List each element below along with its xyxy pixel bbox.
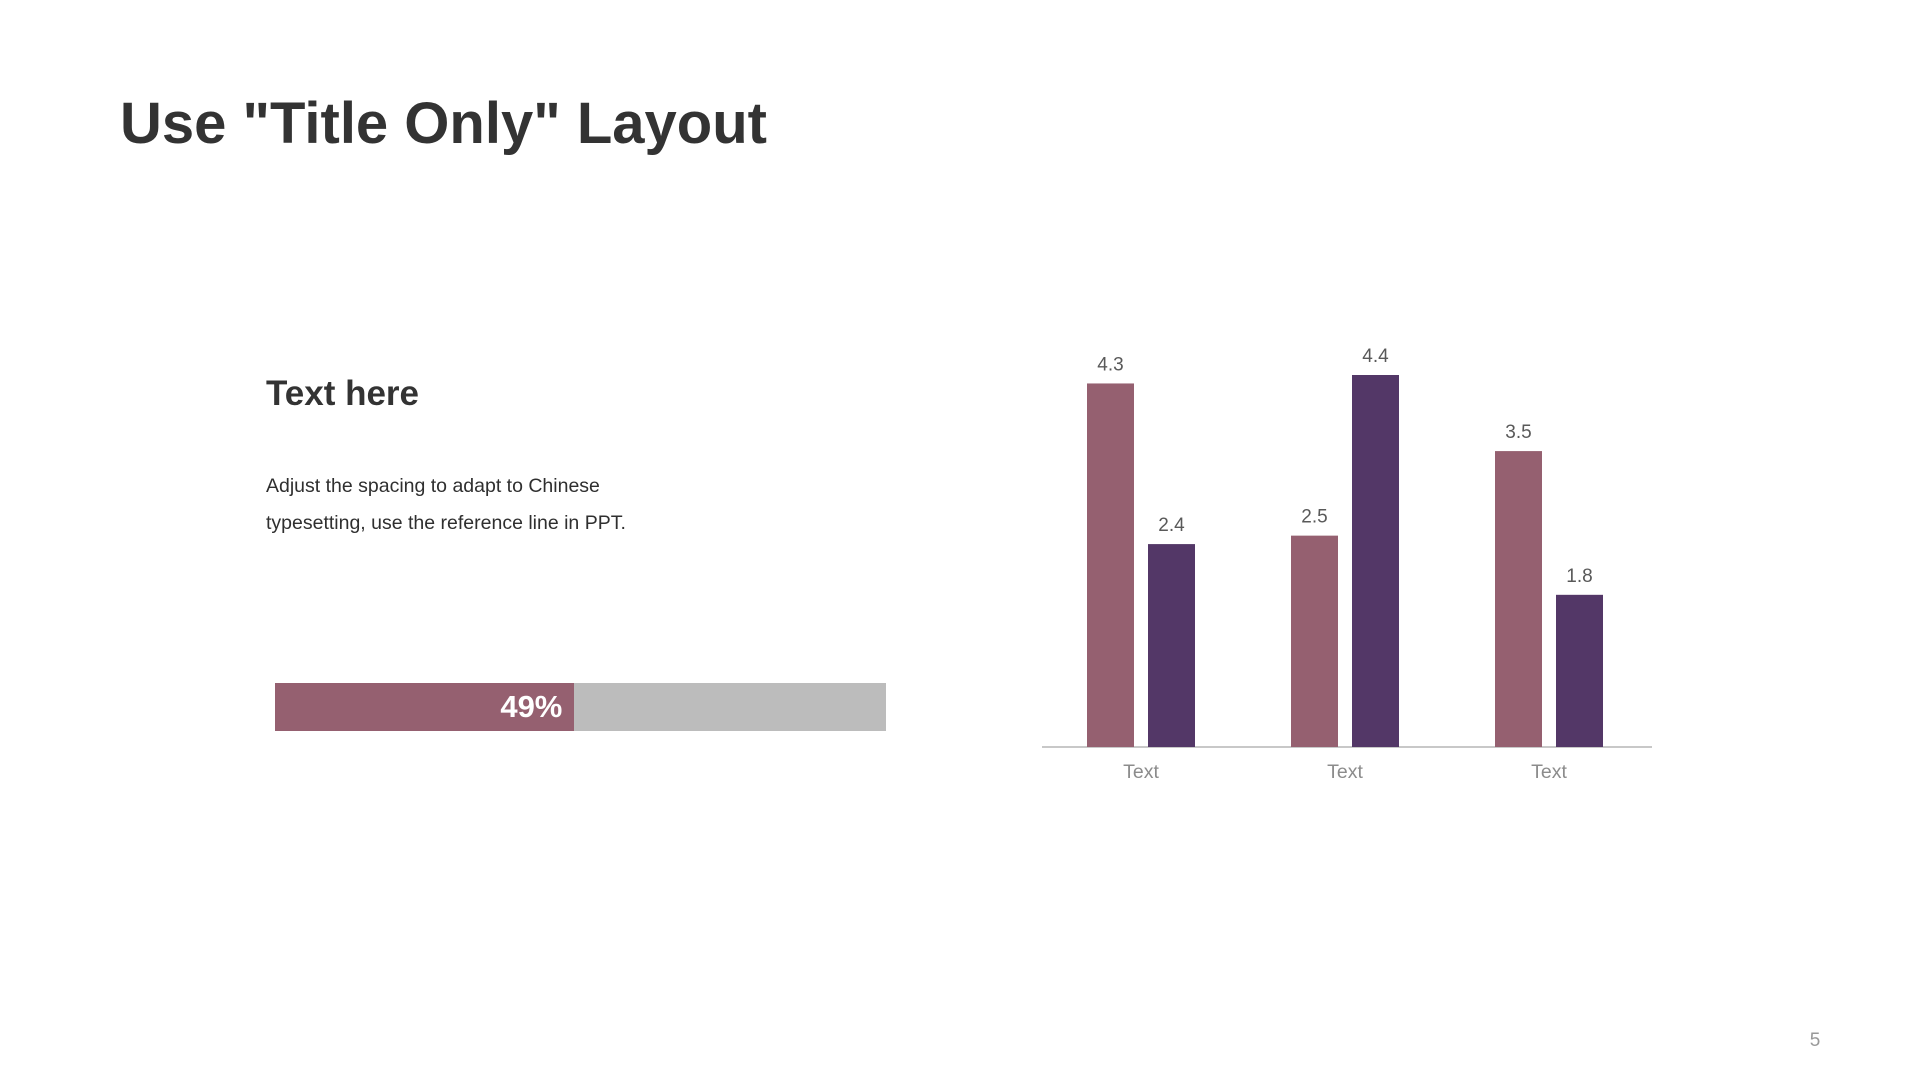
bar-series-1-cat-2 <box>1291 535 1338 747</box>
bar-series-2-cat-3 <box>1556 594 1603 747</box>
data-label: 4.4 <box>1362 346 1389 367</box>
x-tick-label: Text <box>1123 761 1159 783</box>
data-label: 1.8 <box>1566 566 1592 587</box>
data-label: 3.5 <box>1505 422 1531 443</box>
bar-series-1-cat-3 <box>1495 451 1542 747</box>
text-body: Adjust the spacing to adapt to Chinese t… <box>266 475 626 534</box>
page-number: 5 <box>1809 1030 1821 1051</box>
bar-chart: 4.3 2.4 Text 2.5 4.4 Text 3.5 1.8 Text <box>1042 346 1652 783</box>
data-label: 4.3 <box>1097 354 1123 375</box>
bar-series-1-cat-1 <box>1087 383 1134 747</box>
x-tick-label: Text <box>1531 761 1567 783</box>
text-heading: Text here <box>266 374 420 413</box>
slide-title: Use "Title Only" Layout <box>120 91 767 156</box>
bar-series-2-cat-1 <box>1148 544 1195 747</box>
progress-bar-fill: 49% <box>275 683 575 731</box>
progress-bar-track: 49% <box>275 683 886 731</box>
data-label: 2.5 <box>1301 507 1327 528</box>
progress-label: 49% <box>500 689 563 724</box>
x-tick-label: Text <box>1327 761 1363 783</box>
bar-series-2-cat-2 <box>1352 375 1399 747</box>
data-label: 2.4 <box>1158 515 1185 536</box>
